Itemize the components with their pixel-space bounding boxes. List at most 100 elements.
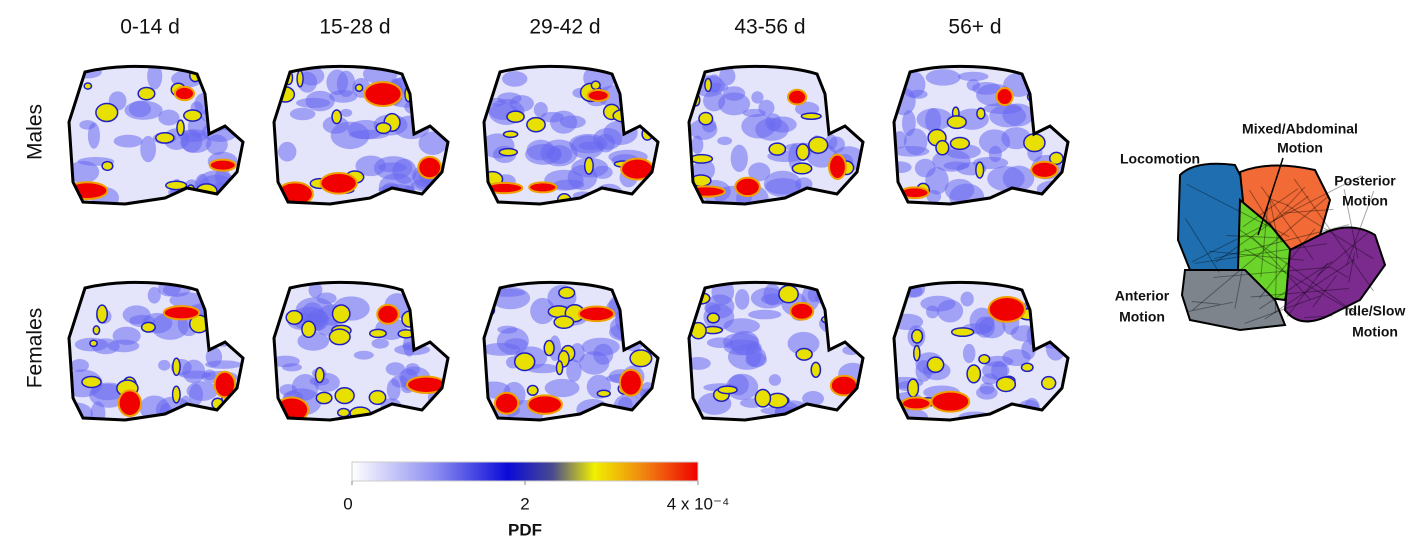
density-blob	[689, 185, 726, 198]
density-blob	[420, 315, 448, 344]
density-blob	[960, 291, 974, 307]
density-blob	[944, 178, 975, 202]
density-blob	[296, 70, 304, 88]
region-divider	[1250, 288, 1349, 298]
region-divider	[1192, 195, 1330, 311]
density-blob	[502, 71, 528, 87]
density-blob	[1048, 151, 1064, 166]
density-blob	[717, 136, 733, 146]
density-blob	[493, 391, 520, 415]
density-blob	[289, 107, 316, 121]
density-blob	[314, 366, 325, 384]
density-blob	[629, 349, 653, 368]
density-blob	[595, 183, 624, 205]
density-blob	[386, 378, 401, 401]
density-blob	[553, 315, 575, 330]
density-blob	[719, 67, 736, 86]
column-header: 43-56 d	[734, 16, 805, 39]
density-blob	[637, 77, 648, 86]
density-blob	[526, 363, 560, 374]
region-divider	[1191, 175, 1363, 263]
density-blob	[1041, 307, 1054, 323]
density-blob	[363, 81, 403, 107]
density-blob	[966, 79, 980, 91]
region-divider	[1260, 205, 1269, 278]
density-blob	[786, 88, 808, 106]
density-blob	[734, 176, 761, 198]
density-blob	[791, 162, 813, 175]
density-blob	[83, 82, 93, 90]
density-blob	[326, 69, 349, 96]
density-blob	[704, 77, 713, 93]
region-divider	[1283, 208, 1334, 214]
map-outline	[67, 280, 245, 422]
region-divider	[1244, 248, 1361, 317]
column-header: 0-14 d	[120, 16, 180, 39]
panels: 0-14 d 15-28 d 29-42 d 43-56 d 56+ d Males Fem…	[24, 16, 1070, 422]
density-blob	[526, 116, 546, 133]
row-label: Females	[24, 308, 47, 389]
density-blob	[765, 113, 782, 132]
density-blob	[768, 374, 782, 386]
density-blob	[976, 107, 986, 120]
region-divider	[1286, 262, 1329, 317]
density-blob	[301, 320, 317, 339]
region-divider	[1242, 188, 1299, 228]
density-blob	[378, 162, 407, 173]
density-blob	[825, 303, 862, 323]
map-outline	[687, 64, 865, 206]
density-blob	[385, 362, 406, 376]
density-blob	[828, 153, 847, 180]
density-blob	[795, 347, 813, 361]
density-blob	[787, 331, 820, 356]
density-blob	[754, 388, 772, 408]
density-blob	[336, 407, 351, 418]
behavior-map: Locomotion Mixed/Abdominal Motion Posterior…	[1115, 121, 1406, 340]
density-blob	[547, 146, 562, 161]
density-blob	[101, 160, 114, 172]
region-label: Locomotion	[1120, 151, 1200, 167]
density-map	[482, 280, 660, 422]
density-fill	[274, 66, 448, 205]
density-fill	[894, 66, 1068, 205]
density-blob	[751, 91, 764, 104]
density-blob	[824, 66, 863, 85]
region-divider	[1186, 301, 1234, 313]
column-header: 29-42 d	[529, 16, 600, 39]
region	[1180, 269, 1287, 332]
density-blob	[331, 304, 351, 324]
region-divider	[1343, 189, 1359, 259]
density-blob	[982, 355, 1014, 367]
density-blob	[906, 378, 920, 398]
colorbar-tick-label: 0	[343, 494, 352, 513]
density-blob	[581, 337, 620, 356]
density-fill	[69, 282, 243, 421]
region-divider	[1194, 243, 1327, 264]
density-blob	[846, 293, 855, 306]
density-map	[67, 64, 245, 206]
density-blob	[995, 87, 1014, 106]
density-blob	[837, 81, 863, 103]
density-blob	[96, 304, 109, 324]
density-blob	[789, 301, 815, 321]
density-blob	[1002, 165, 1035, 191]
colorbar: 0 2 4 x 10⁻⁴ PDF	[343, 461, 729, 539]
region-label: Mixed/Abdominal	[1242, 121, 1358, 137]
density-blob	[334, 386, 355, 405]
density-blob	[319, 172, 358, 195]
density-blob	[748, 162, 771, 182]
density-blob	[925, 69, 961, 86]
region-label: Motion	[1342, 193, 1388, 209]
region-label: Motion	[1277, 140, 1323, 156]
density-blob	[81, 375, 102, 389]
density-blob	[340, 108, 353, 117]
region-divider	[1186, 183, 1290, 238]
density-blob	[1044, 66, 1061, 90]
region-divider	[1234, 270, 1243, 309]
density-blob	[758, 99, 775, 116]
density-blob	[590, 80, 601, 91]
density-blob	[169, 292, 207, 309]
region-divider	[1348, 252, 1355, 283]
density-blob	[165, 180, 188, 191]
density-blob	[158, 359, 171, 371]
